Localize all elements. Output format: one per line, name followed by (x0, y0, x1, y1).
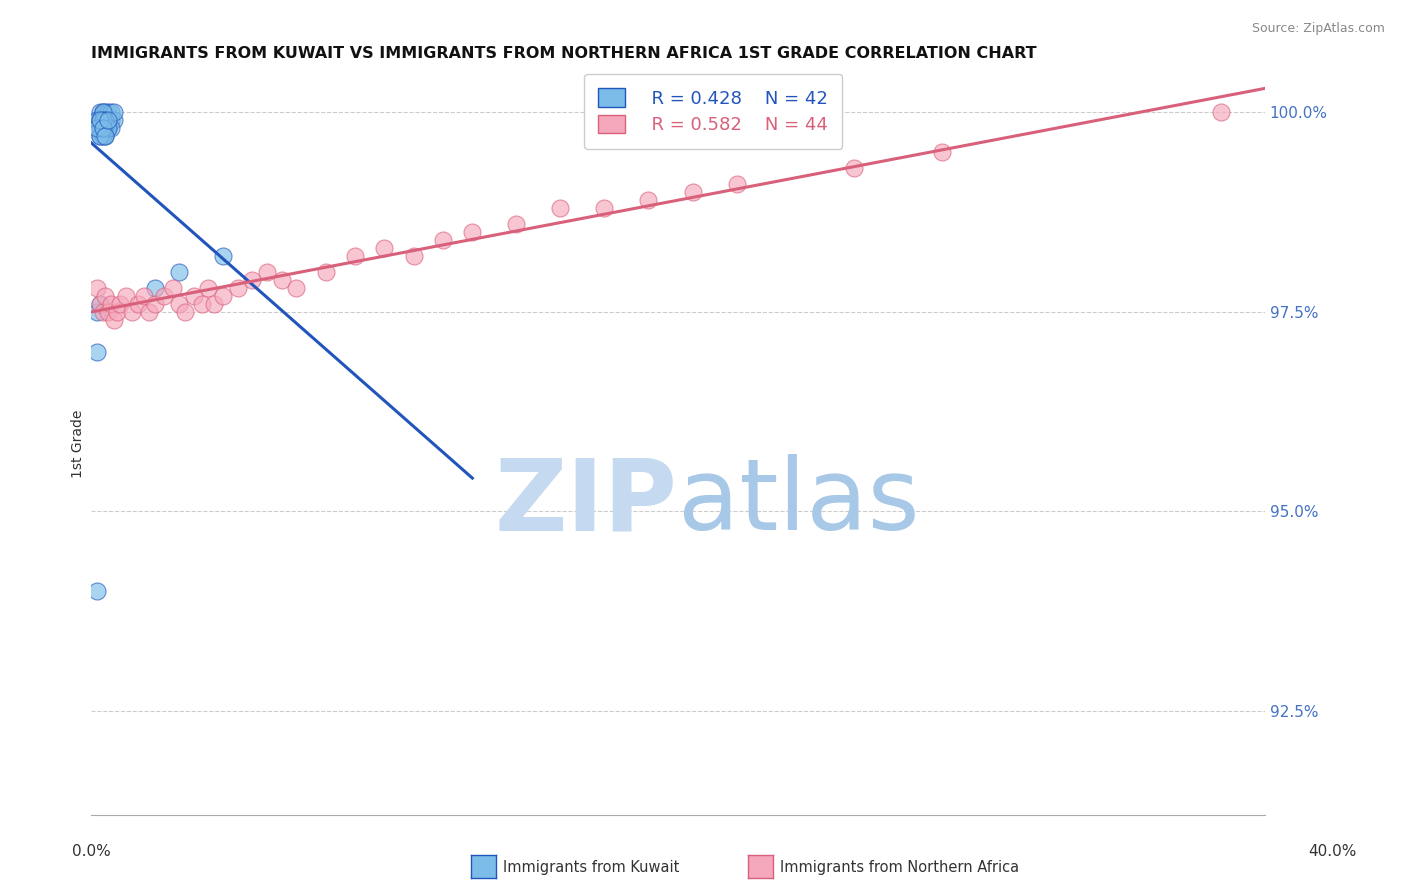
Point (89, 113, 111, 128)
Point (91, 113, 114, 128)
Point (505, 217, 527, 231)
Point (97, 304, 120, 318)
Point (145, 296, 167, 310)
Point (931, 145, 953, 159)
Point (212, 288, 235, 302)
Point (91, 105, 114, 120)
Point (167, 296, 190, 310)
Point (105, 304, 128, 318)
Point (402, 249, 425, 263)
Point (94, 128, 117, 143)
Point (197, 280, 219, 294)
Text: Source: ZipAtlas.com: Source: ZipAtlas.com (1251, 22, 1385, 36)
Point (97, 113, 120, 128)
Point (89, 296, 111, 310)
Point (145, 280, 167, 294)
Point (1209, 105, 1232, 120)
Point (121, 304, 143, 318)
Point (183, 288, 205, 302)
Point (94, 120, 117, 135)
Point (91, 120, 114, 135)
Text: Immigrants from Kuwait: Immigrants from Kuwait (503, 860, 679, 874)
Point (343, 249, 366, 263)
Point (100, 120, 122, 135)
Point (97, 120, 120, 135)
Point (226, 280, 249, 294)
Point (100, 105, 122, 120)
Y-axis label: 1st Grade: 1st Grade (72, 409, 86, 477)
Point (103, 113, 125, 128)
Point (97, 120, 120, 135)
Point (842, 161, 865, 175)
Point (132, 288, 155, 302)
Point (127, 296, 149, 310)
Point (682, 185, 704, 199)
Point (103, 105, 125, 120)
Point (91, 105, 114, 120)
Point (86, 120, 108, 135)
Point (285, 280, 308, 294)
Point (100, 113, 122, 128)
Point (108, 296, 131, 310)
Point (153, 288, 176, 302)
Point (86, 280, 108, 294)
Point (256, 265, 278, 279)
Point (86, 304, 108, 318)
Point (86, 344, 108, 359)
Point (212, 249, 235, 263)
Point (202, 296, 225, 310)
Point (103, 312, 125, 326)
Point (94, 128, 117, 143)
Point (97, 113, 120, 128)
Point (138, 304, 160, 318)
Point (97, 105, 120, 120)
Point (593, 201, 616, 215)
Point (89, 105, 111, 120)
Point (89, 120, 111, 135)
Point (94, 288, 117, 302)
Point (89, 128, 111, 143)
Point (86, 113, 108, 128)
Point (89, 128, 111, 143)
Text: ZIP: ZIP (495, 454, 678, 551)
Point (94, 113, 117, 128)
Text: IMMIGRANTS FROM KUWAIT VS IMMIGRANTS FROM NORTHERN AFRICA 1ST GRADE CORRELATION : IMMIGRANTS FROM KUWAIT VS IMMIGRANTS FRO… (91, 46, 1036, 62)
Point (91, 304, 114, 318)
Point (91, 128, 114, 143)
Point (115, 288, 138, 302)
Point (461, 225, 484, 239)
Point (162, 280, 184, 294)
Text: 40.0%: 40.0% (1309, 845, 1357, 859)
Point (94, 105, 117, 120)
Point (89, 113, 111, 128)
Point (173, 304, 195, 318)
Legend:   R = 0.428    N = 42,   R = 0.582    N = 44: R = 0.428 N = 42, R = 0.582 N = 44 (583, 74, 842, 148)
Point (315, 265, 337, 279)
Point (91, 120, 114, 135)
Point (373, 241, 395, 255)
Point (270, 273, 292, 287)
Point (637, 193, 659, 207)
Text: Immigrants from Northern Africa: Immigrants from Northern Africa (780, 860, 1019, 874)
Point (97, 120, 120, 135)
Point (94, 120, 117, 135)
Point (191, 296, 214, 310)
Point (89, 296, 111, 310)
Point (86, 113, 108, 128)
Point (86, 584, 108, 599)
Point (89, 113, 111, 128)
Point (100, 296, 122, 310)
Text: 0.0%: 0.0% (72, 845, 111, 859)
Point (91, 113, 114, 128)
Text: atlas: atlas (678, 454, 920, 551)
Point (94, 113, 117, 128)
Point (240, 273, 263, 287)
Point (432, 233, 454, 247)
Point (167, 265, 190, 279)
Point (725, 177, 748, 191)
Point (550, 201, 572, 215)
